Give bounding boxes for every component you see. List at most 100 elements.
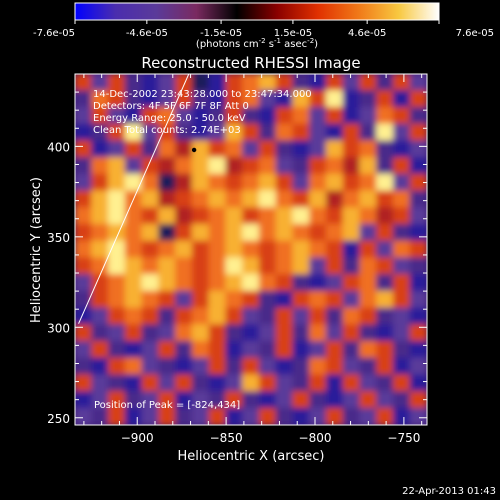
heatmap-cell [158,391,177,409]
heatmap-cell [124,223,143,242]
heatmap-cell [158,307,177,326]
heatmap-cell [376,340,394,359]
heatmap-cell [141,374,160,393]
heatmap-cell [75,274,93,292]
heatmap-cell [292,140,311,159]
heatmap-cell [242,223,260,242]
heatmap-cell [359,223,378,242]
heatmap-cell [392,257,411,276]
heatmap-cell [225,123,244,142]
heatmap-cell [409,290,427,309]
heatmap-cell [309,223,327,242]
peak-position-label: Position of Peak = [-824,434] [94,400,240,411]
heatmap-cell [359,90,378,108]
heatmap-cell [392,357,411,376]
heatmap-cell [91,223,110,242]
heatmap-cell [141,90,160,108]
heatmap-cell [91,106,110,125]
heatmap-cell [208,290,227,309]
heatmap-cell [292,407,311,425]
heatmap-cell [242,106,260,125]
heatmap-cell [91,123,110,142]
heatmap-cell [242,173,260,192]
heatmap-cell [359,74,378,92]
heatmap-cell [342,374,361,393]
heatmap-cell [275,140,294,159]
heatmap-cell [392,324,411,342]
heatmap-cell [342,340,361,359]
heatmap-cell [158,290,177,309]
heatmap-cell [75,223,93,242]
heatmap-cell [392,307,411,326]
colorbar [74,2,440,21]
heatmap-cell [325,374,344,393]
heatmap-cell [91,257,110,276]
heatmap-cell [342,90,361,108]
heatmap-cell [191,106,210,125]
heatmap-cell [141,74,160,92]
colorbar-tick-label: 1.5e-05 [274,28,312,39]
heatmap-cell [191,140,210,159]
heatmap-cell [258,140,277,159]
heatmap-cell [258,407,277,425]
heatmap-cell [191,257,210,276]
heatmap-cell [175,223,193,242]
heatmap-cell [258,190,277,209]
heatmap-cell [342,106,361,125]
heatmap-cell [242,240,260,259]
heatmap-cell [108,391,126,409]
heatmap-cell [225,307,244,326]
heatmap-cell [342,274,361,292]
heatmap-cell [359,106,378,125]
heatmap-cell [359,374,378,393]
heatmap-cell [191,290,210,309]
heatmap-cell [258,173,277,192]
heatmap-cell [191,374,210,393]
heatmap-cell [376,240,394,259]
heatmap-cell [275,157,294,175]
heatmap-cell [325,207,344,225]
heatmap-cell [242,324,260,342]
heatmap-cell [258,123,277,142]
heatmap-cell [108,324,126,342]
heatmap-cell [409,407,427,425]
heatmap-cell [191,240,210,259]
heatmap-cell [342,207,361,225]
heatmap-cell [325,190,344,209]
heatmap-cell [124,123,143,142]
heatmap-cell [292,106,311,125]
heatmap-cell [325,257,344,276]
heatmap-cell [75,123,93,142]
heatmap-cell [242,307,260,326]
heatmap-cell [325,324,344,342]
heatmap-cell [175,106,193,125]
heatmap-cell [258,106,277,125]
info-block: 14-Dec-2002 23:43:28.000 to 23:47:34.000… [93,89,312,136]
image-area [75,74,427,425]
heatmap-cell [325,157,344,175]
heatmap-cell [292,257,311,276]
heatmap-cell [91,274,110,292]
heatmap-cell [325,223,344,242]
heatmap-cell [225,340,244,359]
heatmap-cell [91,307,110,326]
heatmap-cell [342,173,361,192]
heatmap-cell [275,357,294,376]
heatmap-cell [158,240,177,259]
heatmap-cell [392,240,411,259]
heatmap-cell [359,274,378,292]
heatmap-cell [309,74,327,92]
heatmap-cell [242,391,260,409]
heatmap-cell [409,257,427,276]
colorbar-tick-label: -7.6e-05 [33,28,75,39]
heatmap-cell [75,324,93,342]
heatmap-cell [392,374,411,393]
heatmap-cell [292,207,311,225]
heatmap-cell [225,357,244,376]
heatmap-cell [376,106,394,125]
heatmap-cell [91,157,110,175]
heatmap-cell [342,357,361,376]
x-axis-label: Heliocentric X (arcsec) [178,449,325,464]
heatmap-cell [376,324,394,342]
heatmap-cell [208,240,227,259]
